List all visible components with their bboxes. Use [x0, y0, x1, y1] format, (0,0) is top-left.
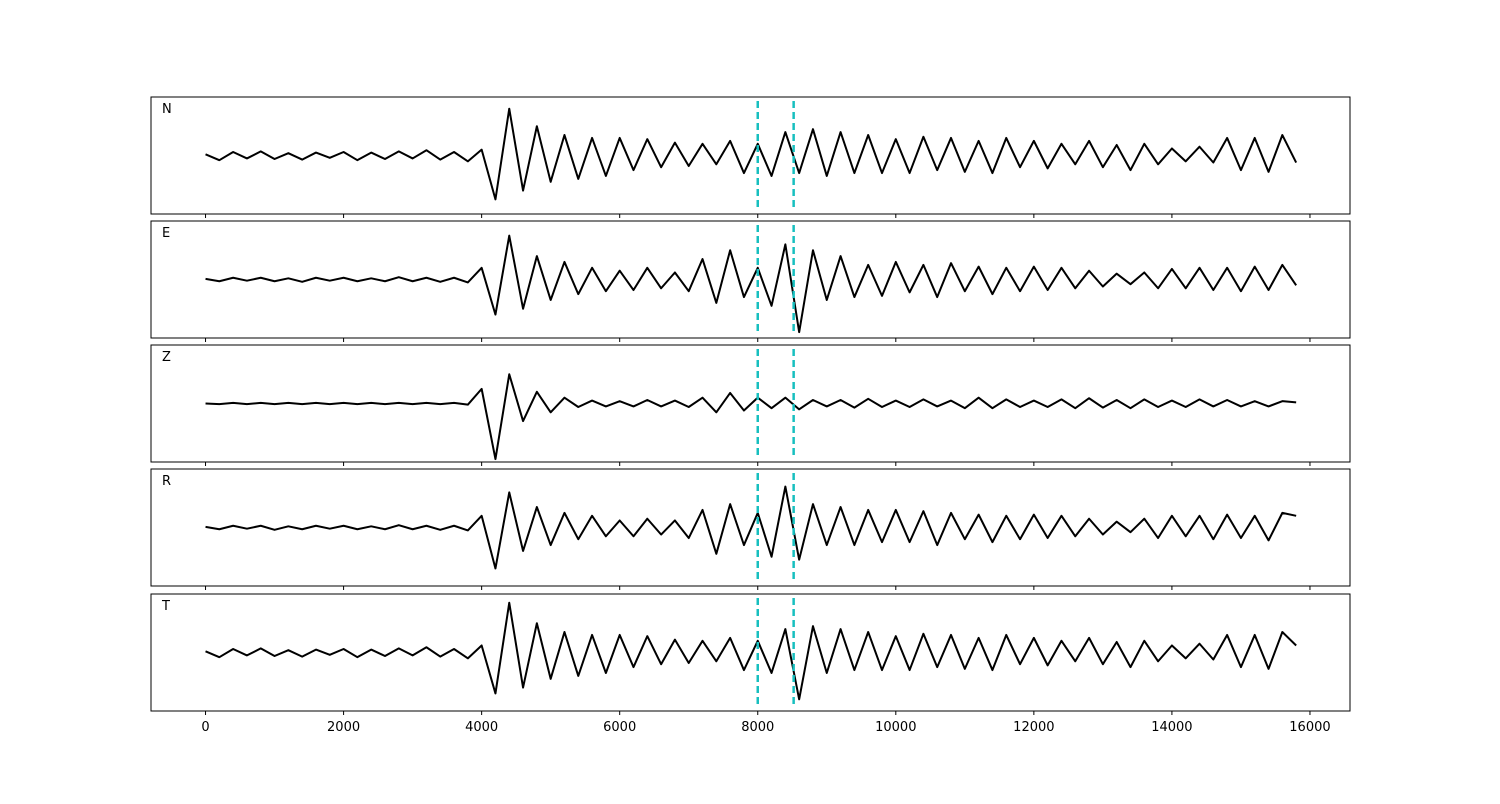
panel-frame [150, 220, 1351, 339]
panel-frame [150, 96, 1351, 215]
panel-label: Z [162, 350, 171, 365]
x-tick-label: 12000 [1013, 720, 1054, 735]
panel-label: T [161, 599, 170, 614]
panel-frame [150, 344, 1351, 463]
panel-label: N [162, 102, 172, 117]
x-tick-label: 10000 [875, 720, 916, 735]
x-tick-label: 6000 [603, 720, 636, 735]
x-tick-label: 4000 [465, 720, 498, 735]
trace [205, 107, 1298, 201]
x-tick-label: 0 [201, 720, 209, 735]
x-tick-label: 16000 [1289, 720, 1330, 735]
x-tick-label: 14000 [1151, 720, 1192, 735]
trace [205, 234, 1297, 334]
panel-label: E [162, 226, 170, 241]
x-tick-label: 8000 [741, 720, 774, 735]
x-tick-label: 2000 [327, 720, 360, 735]
panel-frame [150, 593, 1351, 712]
panel-label: R [162, 474, 171, 489]
trace [205, 601, 1297, 701]
trace [205, 373, 1297, 461]
panel-frame [150, 468, 1351, 587]
trace [205, 485, 1297, 570]
